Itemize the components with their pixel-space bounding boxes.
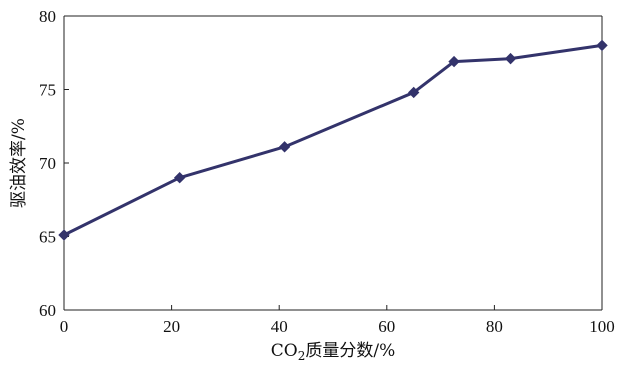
- data-point-marker: [596, 39, 608, 52]
- y-tick-label: 70: [39, 154, 56, 173]
- x-tick-label: 80: [486, 317, 503, 336]
- x-tick-label: 60: [378, 317, 395, 336]
- y-axis-title: 驱油效率/%: [9, 118, 29, 208]
- chart-axes: [63, 15, 603, 311]
- y-tick-label: 65: [39, 228, 56, 247]
- data-point-marker: [448, 55, 460, 68]
- x-tick-label: 40: [271, 317, 288, 336]
- x-tick-label: 100: [589, 317, 615, 336]
- data-point-marker: [407, 86, 420, 99]
- x-tick-label: 0: [60, 317, 69, 336]
- x-axis-title-suffix: 质量分数/%: [305, 341, 395, 361]
- series-group: [58, 39, 608, 241]
- x-axis-title-prefix: CO: [271, 341, 298, 361]
- y-tick-label: 60: [39, 301, 56, 320]
- data-point-marker: [504, 52, 517, 65]
- y-tick-label: 80: [39, 7, 56, 26]
- y-tick-label: 75: [39, 81, 56, 100]
- series-line: [63, 43, 603, 237]
- data-point-marker: [278, 141, 291, 153]
- x-axis-title: CO2质量分数/%: [271, 341, 395, 363]
- tick-group: 0 20 40 60 80 100 60 65 70 75 80: [39, 7, 615, 336]
- x-tick-label: 20: [163, 317, 180, 336]
- data-point-marker: [58, 229, 70, 241]
- data-point-marker: [173, 171, 186, 184]
- x-axis-title-subscript: 2: [298, 349, 306, 363]
